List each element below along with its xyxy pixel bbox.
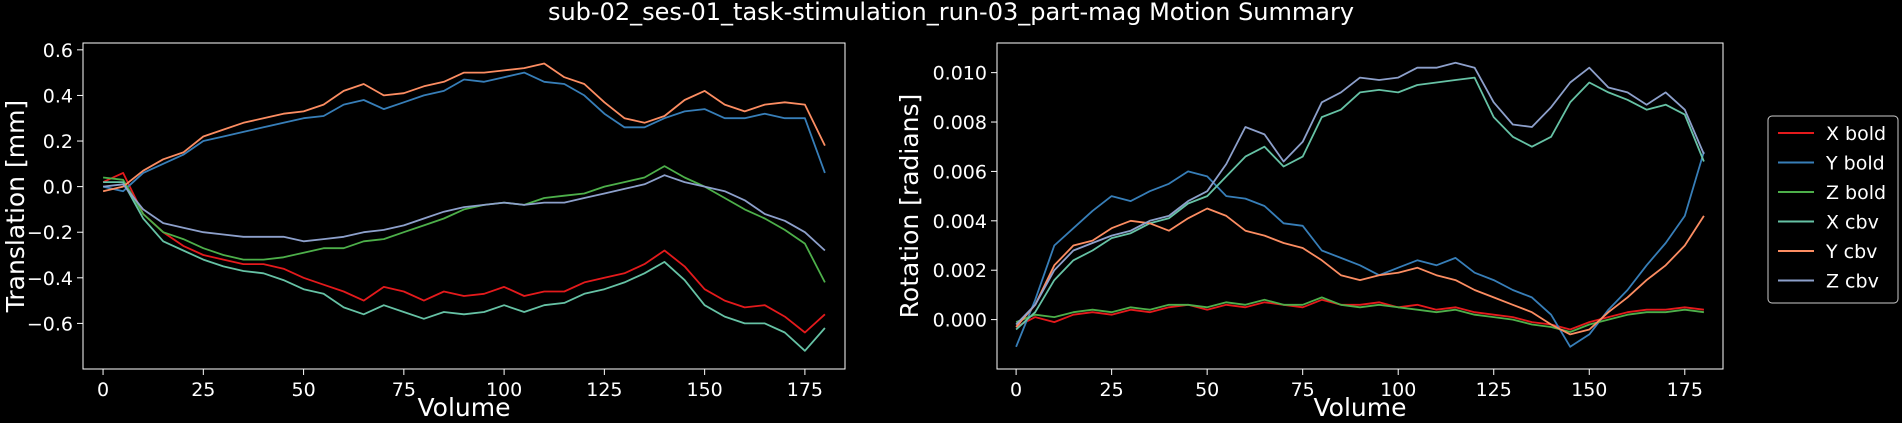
series-line-x-bold [1015,298,1705,331]
y-tick-label: 0.002 [933,260,987,282]
x-tick-label: 150 [1571,379,1607,401]
x-tick-label: 125 [586,379,622,401]
y-tick-label: −0.4 [27,268,73,290]
x-tick-label: 150 [686,379,722,401]
y-tick-label: 0.008 [933,112,987,134]
x-tick-label: 25 [191,379,215,401]
rotation-panel: 0 25 50 75 100 125 150 175 0.000 0.002 0.004 0.006 0… [895,42,1724,422]
y-tick-label: −0.2 [27,222,73,244]
series-line-y-bold [1015,151,1705,348]
y-tick-label: 0.004 [933,211,987,233]
series-line-y-cbv [1015,207,1705,336]
series-line-z-cbv [1015,61,1705,326]
series-line-x-cbv [1015,76,1705,331]
plot-frame [996,42,1724,370]
y-tick-label: 0.4 [43,85,73,107]
y-tick-label: 0.000 [933,310,987,332]
legend-label-x-bold: X bold [1826,123,1886,145]
legend-label-x-cbv: X cbv [1826,212,1879,234]
x-axis-label: Volume [418,393,511,422]
series-line-x-cbv [103,181,826,352]
legend: X bold Y bold Z bold X cbv Y cbv Z cbv [1767,115,1899,304]
series-line-z-bold [1015,296,1705,333]
series-line-y-cbv [102,62,826,193]
series-lines [102,62,826,352]
x-tick-label: 0 [97,379,109,401]
legend-label-z-bold: Z bold [1826,182,1886,204]
y-tick-label: 0.0 [43,177,73,199]
series-line-x-bold [102,171,826,334]
y-tick-label: 0.2 [43,131,73,153]
x-tick-label: 100 [486,379,522,401]
figure-title: sub-02_ses-01_task-stimulation_run-03_pa… [548,0,1354,26]
x-tick-label: 125 [1476,379,1512,401]
series-lines [1015,61,1705,348]
x-tick-label: 75 [1291,379,1315,401]
y-tick-label: 0.006 [933,161,987,183]
translation-panel: 0 25 50 75 100 125 150 175 −0.6 −0.4 −0.2 0.0 0.2 0.4… [1,40,846,422]
x-tick-label: 0 [1010,379,1022,401]
x-tick-label: 50 [1195,379,1219,401]
x-tick-label: 175 [787,379,823,401]
plot-frame [82,42,846,370]
legend-label-z-cbv: Z cbv [1826,271,1879,293]
y-tick-label: 0.6 [43,40,73,62]
x-axis-label: Volume [1314,393,1407,422]
x-tick-label: 175 [1667,379,1703,401]
y-tick-label: 0.010 [933,63,987,85]
series-line-z-cbv [102,174,826,252]
y-axis-label: Translation [mm] [1,100,30,313]
legend-label-y-cbv: Y cbv [1825,241,1877,263]
legend-label-y-bold: Y bold [1825,153,1885,175]
x-tick-label: 75 [392,379,416,401]
x-tick-label: 25 [1100,379,1124,401]
series-line-y-bold [102,71,826,193]
x-tick-label: 100 [1380,379,1416,401]
y-axis-label: Rotation [radians] [895,94,924,319]
x-tick-label: 50 [291,379,315,401]
y-tick-label: −0.6 [27,313,73,335]
